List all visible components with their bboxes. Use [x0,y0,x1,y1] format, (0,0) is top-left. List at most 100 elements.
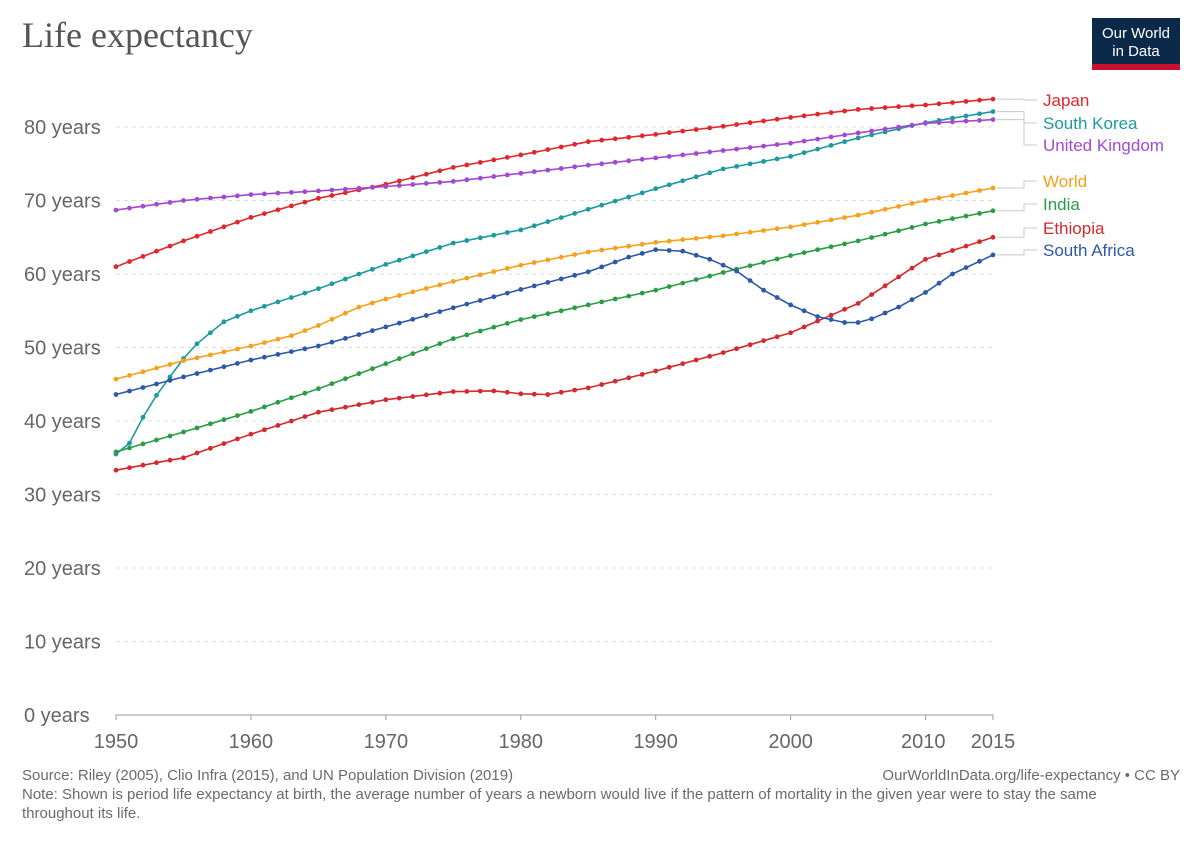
data-point [491,324,497,330]
data-point [747,145,753,151]
data-point [127,259,132,264]
data-point [504,230,510,235]
data-point [194,425,200,431]
data-point [558,166,564,171]
data-point [316,286,321,292]
data-point [181,358,186,364]
data-point [343,404,348,410]
data-point [923,120,928,126]
data-point [585,162,591,168]
data-point [599,247,605,253]
data-point [545,167,551,173]
data-point [302,328,308,333]
data-point [909,265,915,271]
data-point [626,134,632,140]
data-point [329,193,335,198]
data-point [167,200,173,205]
data-point [477,175,483,181]
data-point [531,169,537,175]
logo-line-1: Our World [1101,25,1171,42]
data-point [302,199,308,205]
data-point [221,349,227,355]
data-point [491,232,497,238]
data-point [477,160,483,165]
data-point [680,248,686,254]
data-point [977,111,982,117]
data-point [828,312,834,318]
owid-logo[interactable]: Our World in Data [1092,18,1180,70]
data-point [437,341,443,347]
data-point [963,99,969,104]
data-point [181,429,186,435]
data-point [761,287,766,293]
data-point [208,367,213,373]
data-point [963,190,969,196]
data-point [329,407,335,413]
data-point [707,353,713,359]
data-point [963,113,969,119]
data-point [410,175,416,181]
data-point [909,225,915,230]
data-point [531,283,537,289]
data-point [356,271,362,277]
data-point [909,297,915,303]
data-point [235,193,240,199]
data-point [882,206,888,212]
data-point [464,238,470,243]
data-point [653,368,659,374]
data-point [275,207,281,213]
data-point [950,271,955,277]
data-point [329,316,335,322]
data-point [828,244,834,250]
data-point [181,374,186,380]
legend-label: India [1043,195,1080,214]
data-point [356,332,362,337]
data-point [990,234,996,240]
data-point [653,240,659,245]
data-point [437,245,443,250]
data-point [370,300,375,306]
legend-leader-line [997,180,1037,189]
data-point [977,188,982,193]
data-point [923,198,928,203]
data-point [221,194,227,200]
data-point [734,268,739,274]
data-point [761,143,766,149]
data-point [396,183,402,188]
data-point [828,143,834,148]
legend-leader-line [997,98,1037,101]
data-point [437,180,443,185]
data-point [289,190,294,195]
data-point [761,159,766,164]
data-point [896,228,901,234]
data-point [801,324,807,330]
data-point [693,252,699,258]
data-point [774,295,780,300]
data-point [936,120,942,125]
data-point [154,201,159,207]
data-point [167,362,173,367]
data-point [599,202,605,208]
data-point [653,287,659,293]
data-point [626,293,632,299]
data-point [450,165,456,170]
data-point [761,338,766,344]
data-point [774,256,780,262]
source-url-link[interactable]: OurWorldInData.org/life-expectancy • CC … [882,767,1180,784]
data-point [626,194,632,200]
data-point [639,133,645,139]
data-point [896,104,901,110]
data-point [896,204,901,209]
data-point [235,219,240,225]
legend-leader-line [997,249,1037,256]
data-point [491,174,497,179]
data-point [707,234,713,240]
data-point [208,195,213,201]
data-point [410,253,416,259]
data-point [383,324,389,330]
data-point [558,215,564,221]
data-point [666,130,672,136]
data-point [788,140,793,146]
data-point [154,392,159,398]
data-point [289,395,294,401]
